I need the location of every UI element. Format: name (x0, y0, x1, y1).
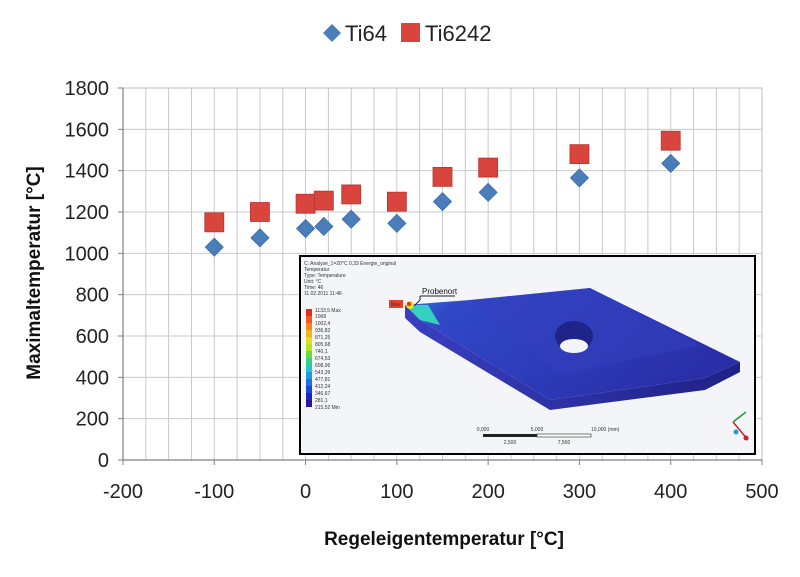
legend-value-label: 477,81 (315, 377, 331, 383)
legend-value-label: 412,24 (315, 384, 331, 390)
point-ti6242 (250, 202, 270, 222)
simulation-inset: C: Analyse_1=20°C 0,33 Energie_original … (299, 255, 756, 455)
point-ti6242 (569, 144, 590, 165)
x-tick-label: 200 (471, 481, 504, 503)
point-ti64 (569, 168, 589, 188)
x-tick-label: 300 (563, 481, 596, 503)
legend-swatch (306, 386, 312, 393)
max-marker (389, 300, 403, 308)
inset-title-line-2: Temperatur (304, 267, 330, 273)
legend-label-ti64: Ti64 (345, 21, 387, 46)
y-tick-label: 400 (76, 367, 109, 389)
legend-swatch (306, 365, 312, 372)
legend-swatch (306, 323, 312, 330)
point-ti6242 (386, 191, 407, 212)
legend-swatch (306, 344, 312, 351)
point-ti6242 (204, 212, 225, 233)
axis-triad-icon (732, 411, 749, 441)
axes: -200 -100 0 100 200 300 400 500 0 200 400 600 800 100… (65, 78, 779, 503)
inset-header: C: Analyse_1=20°C 0,33 Energie_original … (304, 261, 396, 297)
x-tick-label: -100 (194, 481, 234, 503)
legend-value-label: 936,82 (315, 328, 331, 334)
legend-value-label: 1068 (315, 314, 326, 320)
inset-title-line-6: 11.02.2011 11:46 (304, 291, 342, 297)
y-tick-label: 800 (76, 285, 109, 307)
legend-swatch (306, 358, 312, 365)
legend-value-label: 281,1 (315, 398, 328, 404)
y-tick-label: 1200 (65, 202, 110, 224)
y-axis-title: Maximaltemperatur [°C] (24, 166, 45, 379)
legend-value-label: 740,1 (315, 349, 328, 355)
scale-bar: 0,000 5,000 10,000 (mm) 2,500 7,500 (477, 427, 620, 446)
point-ti6242 (432, 166, 453, 187)
point-ti64 (432, 192, 453, 212)
legend-swatch (306, 379, 312, 386)
x-tick-label: 400 (654, 481, 687, 503)
legend-swatch (306, 372, 312, 379)
legend-value-label: 608,96 (315, 363, 331, 369)
legend-swatch (306, 351, 312, 358)
probe-location-label: Probenort (422, 287, 458, 296)
inset-title-line-4: Unit: °C (304, 279, 322, 285)
legend-value-label: 1002,4 (315, 321, 331, 327)
y-tick-label: 1400 (65, 161, 110, 183)
point-ti6242 (313, 190, 334, 211)
point-ti6242 (660, 130, 681, 151)
point-ti64 (661, 153, 681, 173)
y-tick-label: 1800 (65, 78, 110, 100)
cutting-insert-model (405, 288, 740, 410)
legend-value-label: 674,53 (315, 356, 331, 362)
legend-swatch (306, 393, 312, 400)
y-tick-label: 0 (98, 450, 109, 472)
scale-label-5: 5,000 (531, 427, 544, 433)
scale-label-0: 0,000 (477, 427, 490, 433)
point-ti6242 (341, 184, 362, 205)
x-tick-label: 500 (745, 481, 778, 503)
point-ti6242 (295, 193, 316, 214)
legend-max-label: 1133,5 Max (315, 308, 341, 314)
legend: Ti64 Ti6242 (323, 21, 491, 46)
legend-value-label: 346,67 (315, 391, 331, 397)
scale-label-7-5: 7,500 (558, 440, 571, 446)
x-tick-label: -200 (103, 481, 143, 503)
x-tick-label: 100 (380, 481, 413, 503)
point-ti64 (250, 228, 270, 248)
y-tick-label: 600 (76, 326, 109, 348)
legend-swatch (306, 309, 312, 316)
legend-swatch (306, 330, 312, 337)
max-marker-label: Max (391, 302, 401, 308)
legend-min-label: 215,52 Min (315, 405, 340, 411)
legend-value-label: 543,39 (315, 370, 331, 376)
point-ti64 (387, 213, 407, 233)
point-ti64 (204, 237, 224, 257)
x-tick-label: 0 (300, 481, 311, 503)
legend-value-label: 805,68 (315, 342, 331, 348)
legend-value-label: 871,25 (315, 335, 331, 341)
legend-swatch (306, 316, 312, 323)
data-points (204, 130, 681, 257)
legend-label-ti6242: Ti6242 (425, 21, 491, 46)
point-ti64 (314, 216, 334, 237)
inset-title-line-3: Type: Temperature (304, 273, 346, 279)
inset-title-line-5: Time: 46 (304, 285, 323, 291)
legend-marker-ti64 (323, 24, 341, 42)
legend-swatch (306, 400, 312, 407)
point-ti6242 (478, 157, 499, 178)
temperature-color-legend: 1133,5 Max10681002,4936,82871,25805,6874… (306, 308, 341, 411)
y-tick-label: 1000 (65, 243, 110, 265)
scale-label-2-5: 2,500 (504, 440, 517, 446)
point-ti64 (478, 182, 498, 202)
y-tick-label: 200 (76, 409, 109, 431)
y-tick-label: 1600 (65, 119, 110, 141)
inset-title-line-1: C: Analyse_1=20°C 0,33 Energie_original (304, 261, 396, 267)
point-ti64 (341, 209, 361, 229)
legend-swatch (306, 337, 312, 344)
x-axis-title: Regeleigentemperatur [°C] (324, 529, 564, 550)
scale-label-10: 10,000 (mm) (591, 427, 620, 433)
legend-marker-ti6242 (401, 23, 420, 42)
point-ti64 (296, 218, 316, 239)
